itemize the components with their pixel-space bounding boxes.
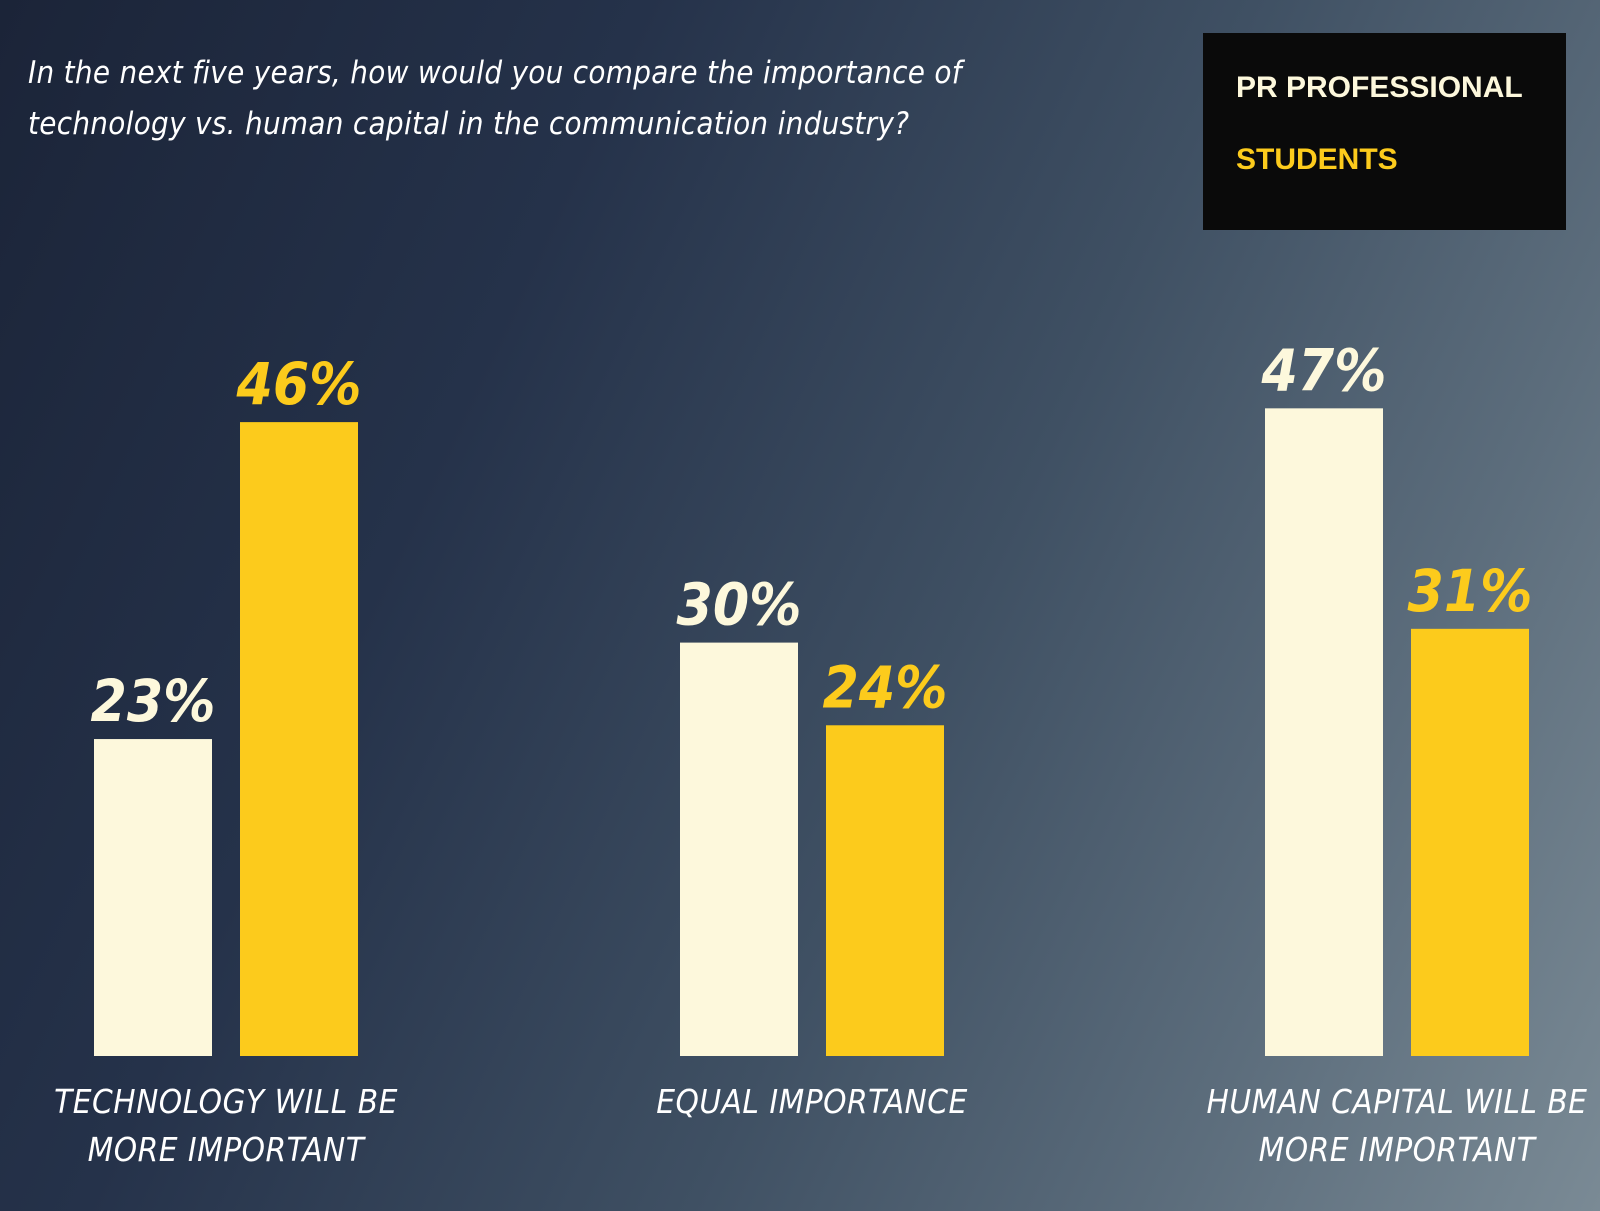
category-label-line: HUMAN CAPITAL WILL BE	[1207, 1082, 1588, 1121]
bar-students-2	[826, 725, 944, 1056]
bar-group-2: 30% 24% EQUAL IMPORTANCE	[656, 571, 967, 1121]
legend-item-professional: PR PROFESSIONAL	[1236, 71, 1523, 104]
data-label-professional-1: 23%	[91, 667, 216, 735]
category-label-3: HUMAN CAPITAL WILL BE MORE IMPORTANT	[1207, 1082, 1588, 1169]
bar-group-1: 23% 46% TECHNOLOGY WILL BE MORE IMPORTANT	[54, 350, 398, 1169]
category-label-line: TECHNOLOGY WILL BE	[54, 1082, 398, 1121]
data-label-students-1: 46%	[236, 350, 362, 418]
bar-professional-1	[94, 739, 212, 1056]
data-label-professional-2: 30%	[677, 571, 802, 639]
legend-item-students: STUDENTS	[1236, 143, 1398, 176]
bar-students-3	[1411, 628, 1529, 1056]
bar-professional-2	[680, 642, 798, 1056]
chart-title: In the next five years, how would you co…	[28, 55, 962, 142]
category-label-2: EQUAL IMPORTANCE	[656, 1082, 967, 1121]
bar-professional-3	[1265, 408, 1383, 1057]
category-label-line: MORE IMPORTANT	[88, 1130, 367, 1169]
category-label-line: EQUAL IMPORTANCE	[656, 1082, 967, 1121]
legend: PR PROFESSIONAL STUDENTS	[1203, 33, 1566, 230]
category-label-line: MORE IMPORTANT	[1259, 1130, 1538, 1169]
bar-students-1	[240, 422, 358, 1056]
data-label-students-2: 24%	[823, 653, 948, 721]
category-label-1: TECHNOLOGY WILL BE MORE IMPORTANT	[54, 1082, 398, 1169]
bar-group-3: 47% 31% HUMAN CAPITAL WILL BE MORE IMPORTAN…	[1207, 336, 1588, 1169]
data-label-students-3: 31%	[1408, 557, 1533, 625]
data-label-professional-3: 47%	[1261, 336, 1387, 404]
